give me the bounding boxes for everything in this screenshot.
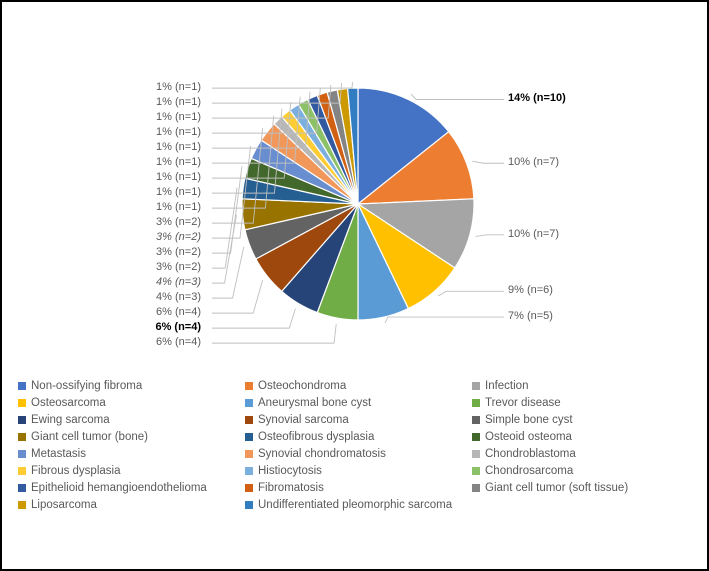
chart-legend: Non-ossifying fibroma Osteochondroma Infec… bbox=[18, 380, 691, 511]
legend-swatch bbox=[18, 501, 26, 509]
legend-label: Undifferentiated pleomorphic sarcoma bbox=[258, 499, 452, 511]
legend-item: Undifferentiated pleomorphic sarcoma bbox=[245, 499, 464, 511]
legend-label: Chondrosarcoma bbox=[485, 465, 573, 477]
leader-line bbox=[411, 94, 504, 99]
legend-label: Fibromatosis bbox=[258, 482, 324, 494]
legend-swatch bbox=[245, 484, 253, 492]
legend-swatch bbox=[18, 416, 26, 424]
legend-item: Epithelioid hemangioendothelioma bbox=[18, 482, 237, 494]
legend-swatch bbox=[472, 467, 480, 475]
legend-swatch bbox=[472, 382, 480, 390]
legend-label: Aneurysmal bone cyst bbox=[258, 397, 371, 409]
leader-line bbox=[438, 291, 504, 296]
legend-swatch bbox=[245, 467, 253, 475]
legend-swatch bbox=[18, 484, 26, 492]
leader-line bbox=[385, 317, 504, 323]
leader-line bbox=[212, 82, 353, 88]
legend-item: Aneurysmal bone cyst bbox=[245, 397, 464, 409]
pie-chart-area: 14% (n=10)10% (n=7)10% (n=7)9% (n=6)7% (… bbox=[18, 14, 691, 374]
legend-label: Giant cell tumor (soft tissue) bbox=[485, 482, 628, 494]
leader-line bbox=[212, 188, 237, 268]
legend-item: Synovial sarcoma bbox=[245, 414, 464, 426]
legend-item: Fibrous dysplasia bbox=[18, 465, 237, 477]
legend-label: Epithelioid hemangioendothelioma bbox=[31, 482, 207, 494]
legend-label: Simple bone cyst bbox=[485, 414, 573, 426]
legend-swatch bbox=[18, 467, 26, 475]
legend-item: Ewing sarcoma bbox=[18, 414, 237, 426]
legend-label: Osteochondroma bbox=[258, 380, 346, 392]
legend-label: Infection bbox=[485, 380, 528, 392]
pie-chart-svg bbox=[18, 14, 698, 374]
legend-swatch bbox=[472, 433, 480, 441]
legend-swatch bbox=[472, 450, 480, 458]
legend-label: Synovial sarcoma bbox=[258, 414, 349, 426]
legend-swatch bbox=[245, 501, 253, 509]
legend-label: Non-ossifying fibroma bbox=[31, 380, 142, 392]
legend-item: Giant cell tumor (bone) bbox=[18, 431, 237, 443]
legend-label: Osteoid osteoma bbox=[485, 431, 572, 443]
legend-label: Synovial chondromatosis bbox=[258, 448, 386, 460]
legend-swatch bbox=[245, 433, 253, 441]
chart-frame: 14% (n=10)10% (n=7)10% (n=7)9% (n=6)7% (… bbox=[0, 0, 709, 571]
legend-item: Giant cell tumor (soft tissue) bbox=[472, 482, 691, 494]
legend-label: Trevor disease bbox=[485, 397, 561, 409]
legend-item: Liposarcoma bbox=[18, 499, 237, 511]
legend-item: Synovial chondromatosis bbox=[245, 448, 464, 460]
legend-swatch bbox=[18, 382, 26, 390]
legend-label: Metastasis bbox=[31, 448, 86, 460]
legend-swatch bbox=[245, 382, 253, 390]
legend-item: Chondrosarcoma bbox=[472, 465, 691, 477]
legend-item: Simple bone cyst bbox=[472, 414, 691, 426]
leader-line bbox=[212, 280, 263, 313]
leader-line bbox=[212, 324, 336, 343]
legend-label: Giant cell tumor (bone) bbox=[31, 431, 148, 443]
legend-item: Metastasis bbox=[18, 448, 237, 460]
legend-item: Osteochondroma bbox=[245, 380, 464, 392]
legend-label: Ewing sarcoma bbox=[31, 414, 110, 426]
legend-swatch bbox=[18, 399, 26, 407]
legend-label: Osteosarcoma bbox=[31, 397, 106, 409]
legend-swatch bbox=[245, 399, 253, 407]
leader-line bbox=[472, 161, 504, 163]
legend-swatch bbox=[472, 399, 480, 407]
legend-item: Histiocytosis bbox=[245, 465, 464, 477]
leader-line bbox=[212, 247, 244, 298]
leader-line bbox=[212, 215, 236, 283]
legend-item: Osteofibrous dysplasia bbox=[245, 431, 464, 443]
legend-item: Non-ossifying fibroma bbox=[18, 380, 237, 392]
legend-label: Osteofibrous dysplasia bbox=[258, 431, 374, 443]
legend-item: Fibromatosis bbox=[245, 482, 464, 494]
legend-item: Osteoid osteoma bbox=[472, 431, 691, 443]
legend-label: Histiocytosis bbox=[258, 465, 322, 477]
legend-item: Osteosarcoma bbox=[18, 397, 237, 409]
legend-swatch bbox=[472, 416, 480, 424]
legend-swatch bbox=[18, 433, 26, 441]
legend-label: Liposarcoma bbox=[31, 499, 97, 511]
legend-label: Fibrous dysplasia bbox=[31, 465, 120, 477]
legend-swatch bbox=[245, 450, 253, 458]
legend-swatch bbox=[18, 450, 26, 458]
legend-swatch bbox=[245, 416, 253, 424]
legend-item: Trevor disease bbox=[472, 397, 691, 409]
legend-swatch bbox=[472, 484, 480, 492]
leader-line bbox=[212, 166, 242, 253]
leader-line bbox=[476, 235, 504, 237]
legend-item: Chondroblastoma bbox=[472, 448, 691, 460]
legend-label: Chondroblastoma bbox=[485, 448, 576, 460]
legend-item: Infection bbox=[472, 380, 691, 392]
